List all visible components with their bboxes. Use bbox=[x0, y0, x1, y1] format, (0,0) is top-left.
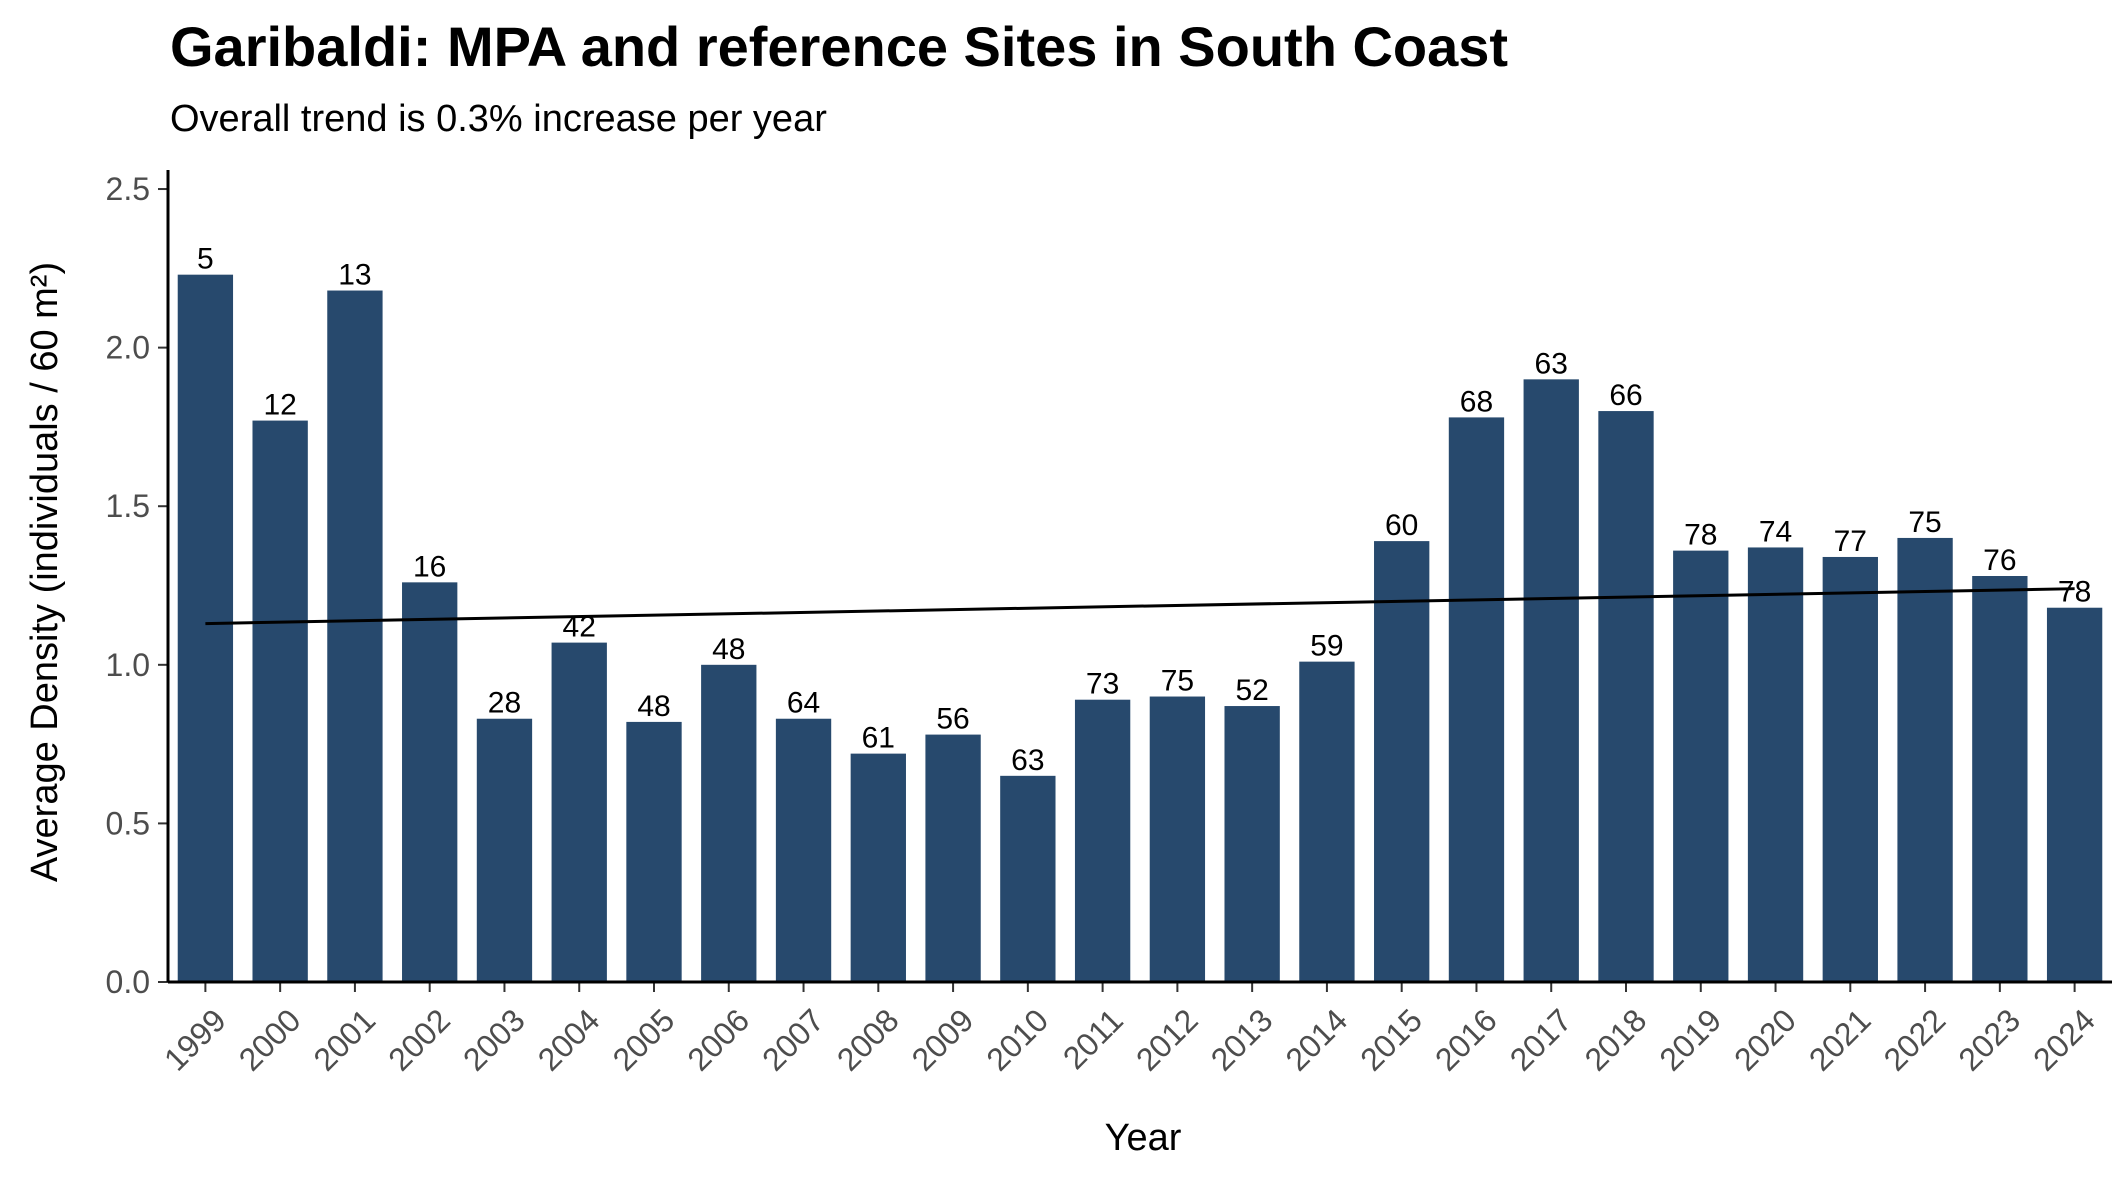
bar-2006 bbox=[701, 664, 757, 982]
bar-2004 bbox=[551, 642, 607, 982]
x-tick-label-2011: 2011 bbox=[1056, 1002, 1130, 1076]
bar-label-2000: 12 bbox=[263, 389, 296, 422]
y-tick-label: 2.5 bbox=[106, 171, 150, 207]
bar-2003 bbox=[476, 718, 533, 982]
x-tick-label-2021: 2021 bbox=[1802, 1002, 1878, 1078]
x-tick-label-2024: 2024 bbox=[2026, 1002, 2102, 1078]
bar-2015 bbox=[1374, 541, 1430, 982]
chart-subtitle: Overall trend is 0.3% increase per year bbox=[170, 98, 827, 140]
bar-label-2012: 75 bbox=[1161, 665, 1194, 698]
bar-2014 bbox=[1299, 661, 1355, 982]
bar-2021 bbox=[1822, 556, 1878, 982]
y-tick-label: 1.5 bbox=[106, 488, 150, 524]
x-tick-label-2000: 2000 bbox=[232, 1002, 308, 1078]
bar-2008 bbox=[850, 753, 906, 982]
x-tick-label-2008: 2008 bbox=[830, 1002, 906, 1078]
y-tick-label: 1.0 bbox=[106, 647, 150, 683]
bar-label-2021: 77 bbox=[1834, 525, 1867, 558]
bar-label-2023: 76 bbox=[1983, 544, 2016, 577]
x-tick-label-2009: 2009 bbox=[905, 1002, 981, 1078]
bar-label-2010: 63 bbox=[1011, 744, 1044, 777]
bar-2000 bbox=[252, 420, 308, 982]
x-tick-label-1999: 1999 bbox=[157, 1002, 233, 1078]
x-tick-label-2002: 2002 bbox=[381, 1002, 457, 1078]
bar-2005 bbox=[626, 721, 682, 982]
bar-label-2019: 78 bbox=[1684, 519, 1717, 552]
trend-line bbox=[205, 587, 2075, 626]
bar-2010 bbox=[1000, 775, 1056, 982]
bar-2007 bbox=[775, 718, 832, 982]
bar-1999 bbox=[177, 274, 234, 982]
bar-label-2013: 52 bbox=[1235, 674, 1268, 707]
x-tick-label-2023: 2023 bbox=[1951, 1002, 2027, 1078]
bar-label-2007: 64 bbox=[787, 687, 820, 720]
bar-2019 bbox=[1673, 550, 1729, 982]
x-tick-label-2003: 2003 bbox=[456, 1002, 532, 1078]
y-tick-label: 0.0 bbox=[106, 964, 150, 1000]
bar-2024 bbox=[2046, 607, 2103, 982]
bar-label-2020: 74 bbox=[1759, 515, 1792, 548]
x-tick-label-2017: 2017 bbox=[1503, 1002, 1579, 1078]
bar-2023 bbox=[1972, 576, 2028, 982]
bar-label-2006: 48 bbox=[712, 633, 745, 666]
bar-2020 bbox=[1747, 547, 1804, 982]
bar-2011 bbox=[1074, 699, 1131, 982]
x-tick-label-2020: 2020 bbox=[1727, 1002, 1803, 1078]
bar-label-2022: 75 bbox=[1908, 506, 1941, 539]
x-tick-label-2007: 2007 bbox=[755, 1002, 831, 1078]
bar-2009 bbox=[925, 734, 981, 982]
bar-2018 bbox=[1598, 411, 1654, 982]
bar-2002 bbox=[402, 582, 458, 982]
bar-label-2001: 13 bbox=[338, 259, 371, 292]
y-tick-label: 0.5 bbox=[106, 805, 150, 841]
x-tick-label-2010: 2010 bbox=[979, 1002, 1055, 1078]
bar-label-2014: 59 bbox=[1310, 630, 1343, 663]
bar-label-1999: 5 bbox=[197, 243, 214, 276]
bar-label-2003: 28 bbox=[488, 687, 521, 720]
x-tick-label-2014: 2014 bbox=[1278, 1002, 1354, 1078]
x-tick-label-2012: 2012 bbox=[1129, 1002, 1205, 1078]
x-tick-label-2019: 2019 bbox=[1652, 1002, 1728, 1078]
bar-label-2016: 68 bbox=[1460, 385, 1493, 418]
bar-2001 bbox=[327, 290, 383, 982]
x-tick-label-2006: 2006 bbox=[680, 1002, 756, 1078]
bar-label-2015: 60 bbox=[1385, 509, 1418, 542]
x-tick-label-2001: 2001 bbox=[306, 1002, 382, 1078]
x-tick-label-2018: 2018 bbox=[1578, 1002, 1654, 1078]
bar-2013 bbox=[1224, 706, 1280, 982]
x-tick-label-2013: 2013 bbox=[1204, 1002, 1280, 1078]
bar-2022 bbox=[1897, 537, 1953, 982]
x-tick-label-2015: 2015 bbox=[1353, 1002, 1429, 1078]
y-tick-label: 2.0 bbox=[106, 330, 150, 366]
bar-2012 bbox=[1149, 696, 1206, 982]
x-tick-label-2004: 2004 bbox=[531, 1002, 607, 1078]
bar-label-2024: 78 bbox=[2058, 576, 2091, 609]
y-axis-title: Average Density (individuals / 60 m²) bbox=[24, 262, 66, 882]
bar-label-2011: 73 bbox=[1086, 668, 1119, 701]
bar-2017 bbox=[1523, 379, 1579, 982]
x-tick-label-2016: 2016 bbox=[1428, 1002, 1504, 1078]
bar-label-2017: 63 bbox=[1535, 347, 1568, 380]
bars-layer bbox=[177, 274, 2103, 982]
x-tick-label-2005: 2005 bbox=[606, 1002, 682, 1078]
bar-label-2002: 16 bbox=[413, 550, 446, 583]
trend-layer bbox=[205, 587, 2075, 626]
bar-label-2008: 61 bbox=[862, 722, 895, 755]
x-axis-title: Year bbox=[1105, 1117, 1182, 1159]
bar-label-2009: 56 bbox=[936, 703, 969, 736]
bar-label-2018: 66 bbox=[1609, 379, 1642, 412]
chart-title: Garibaldi: MPA and reference Sites in So… bbox=[170, 15, 1509, 78]
bar-2016 bbox=[1448, 417, 1505, 982]
x-tick-label-2022: 2022 bbox=[1877, 1002, 1953, 1078]
bar-label-2005: 48 bbox=[637, 690, 670, 723]
